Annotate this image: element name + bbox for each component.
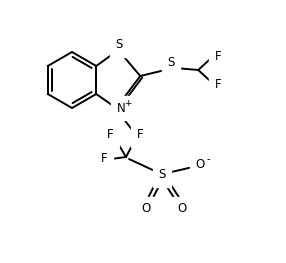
Text: -: - [206, 154, 210, 164]
Text: +: + [124, 99, 132, 108]
Text: F: F [215, 49, 222, 63]
Text: O: O [195, 159, 204, 171]
Text: S: S [168, 57, 175, 69]
Text: O: O [141, 203, 151, 215]
Text: S: S [158, 169, 166, 181]
Text: F: F [107, 129, 113, 141]
Text: S: S [116, 38, 123, 52]
Text: F: F [101, 153, 107, 165]
Text: N: N [117, 102, 126, 114]
Text: O: O [177, 203, 187, 215]
Text: F: F [137, 129, 143, 141]
Text: F: F [215, 78, 222, 90]
